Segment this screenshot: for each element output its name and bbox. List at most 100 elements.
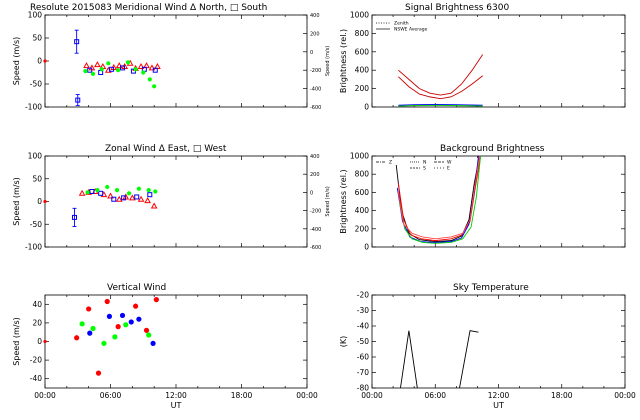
right-y-tick-label: 200	[310, 31, 320, 37]
series-line	[396, 156, 479, 243]
data-point	[150, 202, 158, 209]
data-point	[152, 84, 157, 89]
right-y-tick-label: -200	[310, 209, 321, 215]
right-y-tick-label: 400	[310, 154, 320, 160]
data-point	[98, 190, 104, 196]
series-0	[83, 59, 161, 73]
series-line	[397, 156, 480, 240]
data-point	[87, 330, 93, 336]
plot-frame	[44, 155, 308, 248]
data-point	[87, 67, 93, 73]
data-point	[120, 65, 126, 71]
data-point	[116, 68, 121, 73]
legend-label: NSWE Average	[394, 27, 428, 33]
series-line	[459, 330, 479, 388]
data-point	[74, 39, 80, 45]
y-tick-label: 400	[355, 206, 370, 215]
right-y-tick-label: -400	[310, 227, 321, 233]
y-tick-label: -100	[25, 243, 42, 252]
data-point	[78, 189, 86, 196]
chart-title: Zonal Wind Δ East, □ West	[105, 144, 227, 154]
y-axis-label: Speed (m/s)	[12, 317, 21, 366]
x-tick-label: 00:00	[361, 391, 383, 400]
series-line	[398, 104, 483, 107]
data-point	[90, 325, 96, 332]
data-point	[126, 191, 132, 196]
data-point	[94, 61, 101, 68]
series-1	[459, 330, 479, 388]
data-point	[121, 195, 127, 201]
legend-label: W	[447, 160, 452, 166]
series-line	[398, 54, 484, 96]
data-point	[83, 62, 90, 69]
data-point	[146, 188, 151, 193]
data-point	[74, 335, 80, 341]
y-tick-label: -40	[30, 374, 42, 383]
series-1	[71, 188, 153, 227]
right-y-tick-label: 0	[310, 190, 313, 196]
data-point	[137, 195, 145, 202]
data-point	[106, 61, 111, 66]
series-4	[397, 156, 480, 240]
y-axis-label: Speed (m/s)	[12, 177, 21, 226]
y-tick-label: 400	[355, 66, 370, 75]
data-point	[99, 67, 104, 72]
legend-label: Z	[389, 160, 392, 166]
y-tick-label: 1000	[350, 11, 369, 20]
y-tick-label: 0	[37, 337, 42, 346]
series-line	[400, 330, 418, 388]
series-0	[400, 330, 418, 388]
series-3	[398, 104, 483, 107]
series-1	[398, 75, 483, 100]
data-point	[128, 319, 134, 325]
series-line	[397, 156, 482, 242]
data-layer	[74, 29, 161, 107]
legend-label: S	[423, 166, 426, 172]
legend-label: N	[423, 160, 426, 166]
chart-title: Resolute 2015083 Meridional Wind Δ North…	[30, 3, 267, 13]
data-layer	[74, 297, 159, 376]
series-1	[74, 29, 158, 107]
plot-frame	[44, 14, 308, 108]
right-y-tick-label: -200	[310, 68, 321, 74]
series-line	[398, 75, 483, 100]
y-tick-label: 100	[28, 11, 43, 20]
chart-signal: Signal Brightness 6300 0 200 400 600 800 1000B…	[339, 3, 626, 112]
data-point	[79, 321, 85, 327]
data-point	[107, 192, 114, 199]
x-axis-label: UT	[171, 401, 182, 410]
y-axis-label: (K)	[339, 336, 348, 348]
y-tick-label: -50	[30, 220, 42, 229]
series-2	[85, 184, 158, 196]
y-tick-label: 200	[355, 224, 370, 233]
x-tick-label: 18:00	[551, 391, 573, 400]
data-point	[95, 188, 100, 193]
chart-title: Background Brightness	[440, 144, 545, 154]
data-point	[114, 188, 120, 193]
data-point	[106, 313, 113, 319]
right-y-tick-label: -600	[310, 105, 321, 111]
right-y-tick-label: 200	[310, 172, 320, 178]
y-tick-label: 1000	[350, 152, 369, 161]
y-tick-label: 800	[355, 170, 370, 179]
y-tick-label: 20	[32, 318, 42, 327]
y-tick-label: 50	[32, 174, 42, 183]
data-point	[123, 322, 129, 328]
right-y-tick-label: 0	[310, 50, 313, 56]
x-tick-label: 12:00	[165, 391, 187, 400]
chart-zonal: Zonal Wind Δ East, □ West -100 -50 0 50 100 -6…	[12, 144, 331, 252]
data-point	[144, 197, 151, 204]
y-tick-label: -50	[30, 80, 42, 89]
y-tick-label: 40	[32, 300, 42, 309]
series-2	[398, 103, 483, 106]
y-tick-label: -70	[357, 368, 369, 377]
data-point	[143, 327, 150, 333]
y-axis-label: Brightness (rel.)	[339, 29, 348, 93]
data-point	[111, 196, 117, 202]
data-point	[152, 67, 158, 73]
x-tick-label: 06:00	[424, 391, 446, 400]
right-y-axis-label: Speed (m/s)	[325, 46, 331, 76]
data-point	[128, 194, 136, 201]
data-layer	[398, 54, 484, 107]
